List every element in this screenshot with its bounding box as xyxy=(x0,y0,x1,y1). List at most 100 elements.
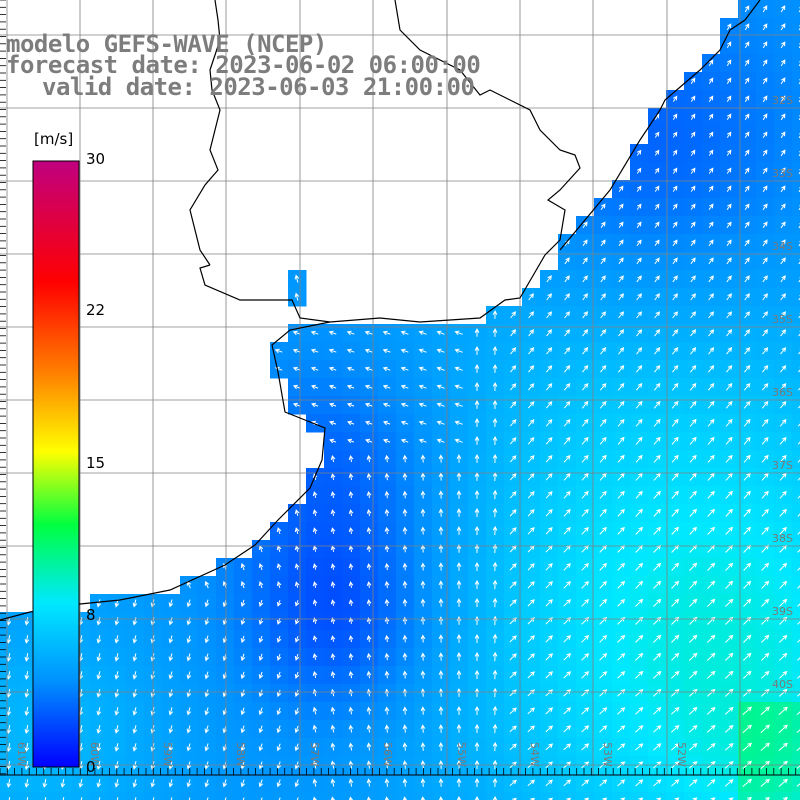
wind-arrow xyxy=(382,384,391,390)
wind-arrow xyxy=(742,652,752,661)
colorbar-tick-15: 15 xyxy=(86,454,106,472)
wind-arrow xyxy=(706,670,716,679)
wind-arrow xyxy=(348,563,354,570)
wind-arrow xyxy=(778,778,788,787)
wind-arrow xyxy=(689,490,697,499)
wind-arrow xyxy=(258,707,264,716)
wind-arrow xyxy=(726,293,732,301)
wind-arrow xyxy=(618,257,624,265)
wind-arrow xyxy=(132,671,138,680)
wind-arrow xyxy=(780,329,787,337)
wind-arrow xyxy=(294,636,300,643)
wind-cell xyxy=(324,792,343,800)
wind-arrow xyxy=(798,294,800,301)
wind-arrow xyxy=(726,149,732,156)
wind-cell xyxy=(198,792,217,800)
wind-arrow xyxy=(545,437,553,445)
wind-arrow xyxy=(581,653,590,661)
wind-arrow xyxy=(366,724,372,733)
wind-arrow xyxy=(492,687,498,698)
wind-arrow xyxy=(418,348,427,354)
wind-arrow xyxy=(438,724,444,733)
wind-arrow xyxy=(384,490,390,499)
wind-arrow xyxy=(312,706,318,715)
wind-arrow xyxy=(294,527,300,535)
wind-arrow xyxy=(581,743,590,751)
wind-cell xyxy=(792,180,800,199)
wind-arrow xyxy=(780,41,786,49)
wind-arrow xyxy=(454,402,463,408)
wind-arrow xyxy=(760,778,771,787)
wind-arrow xyxy=(600,329,607,337)
wind-arrow xyxy=(689,580,698,589)
wind-arrow xyxy=(436,402,445,408)
wind-arrow xyxy=(348,724,354,733)
wind-arrow xyxy=(797,603,800,607)
wind-arrow xyxy=(6,653,12,662)
wind-arrow xyxy=(348,778,354,787)
wind-arrow xyxy=(636,329,643,337)
wind-arrow xyxy=(168,689,174,698)
wind-arrow xyxy=(96,742,102,752)
wind-arrow xyxy=(168,599,174,608)
wind-arrow xyxy=(582,346,589,355)
wind-arrow xyxy=(635,472,643,481)
wind-arrow xyxy=(384,562,390,571)
wind-arrow xyxy=(636,364,643,373)
wind-arrow xyxy=(545,419,553,427)
wind-arrow xyxy=(690,275,696,283)
colorbar-tick-30: 30 xyxy=(86,150,106,168)
wind-arrow xyxy=(726,329,733,337)
wind-cell xyxy=(792,684,800,703)
wind-arrow xyxy=(672,185,678,192)
wind-arrow xyxy=(366,742,372,751)
wind-arrow xyxy=(240,653,246,662)
wind-arrow xyxy=(762,293,768,301)
wind-arrow xyxy=(545,509,553,517)
wind-arrow xyxy=(690,77,696,84)
wind-arrow xyxy=(276,581,282,589)
wind-arrow xyxy=(779,634,788,643)
wind-arrow xyxy=(492,795,498,800)
wind-arrow xyxy=(382,420,391,426)
wind-arrow xyxy=(509,419,517,427)
wind-arrow xyxy=(224,797,227,800)
wind-arrow xyxy=(292,348,301,354)
wind-arrow xyxy=(474,687,480,697)
wind-arrow xyxy=(762,185,768,193)
wind-arrow xyxy=(436,348,445,354)
wind-arrow xyxy=(778,706,788,716)
wind-arrow xyxy=(509,779,517,787)
wind-arrow xyxy=(581,598,590,607)
wind-arrow xyxy=(653,472,661,481)
wind-arrow xyxy=(456,544,462,553)
wind-arrow xyxy=(707,472,715,481)
wind-arrow xyxy=(563,401,571,409)
wind-arrow xyxy=(780,382,787,391)
wind-arrow xyxy=(527,581,535,589)
wind-arrow xyxy=(6,635,12,644)
wind-arrow xyxy=(152,797,155,800)
wind-arrow xyxy=(527,743,535,751)
wind-arrow xyxy=(436,330,445,336)
wind-arrow xyxy=(708,275,714,283)
wind-arrow xyxy=(689,508,698,517)
wind-arrow xyxy=(6,617,12,626)
wind-arrow xyxy=(617,652,626,661)
wind-arrow xyxy=(563,779,572,787)
wind-arrow xyxy=(384,526,390,535)
wind-arrow xyxy=(330,670,336,679)
wind-arrow xyxy=(310,366,319,372)
wind-arrow xyxy=(312,671,318,679)
wind-arrow xyxy=(599,526,607,535)
wind-arrow xyxy=(582,239,588,247)
colorbar xyxy=(32,160,80,768)
wind-arrow xyxy=(706,706,716,715)
wind-arrow xyxy=(438,526,444,535)
wind-arrow xyxy=(474,525,480,535)
wind-arrow xyxy=(599,454,607,463)
wind-arrow xyxy=(132,743,138,752)
longitude-label: 57W xyxy=(308,742,321,767)
wind-arrow xyxy=(492,651,498,662)
